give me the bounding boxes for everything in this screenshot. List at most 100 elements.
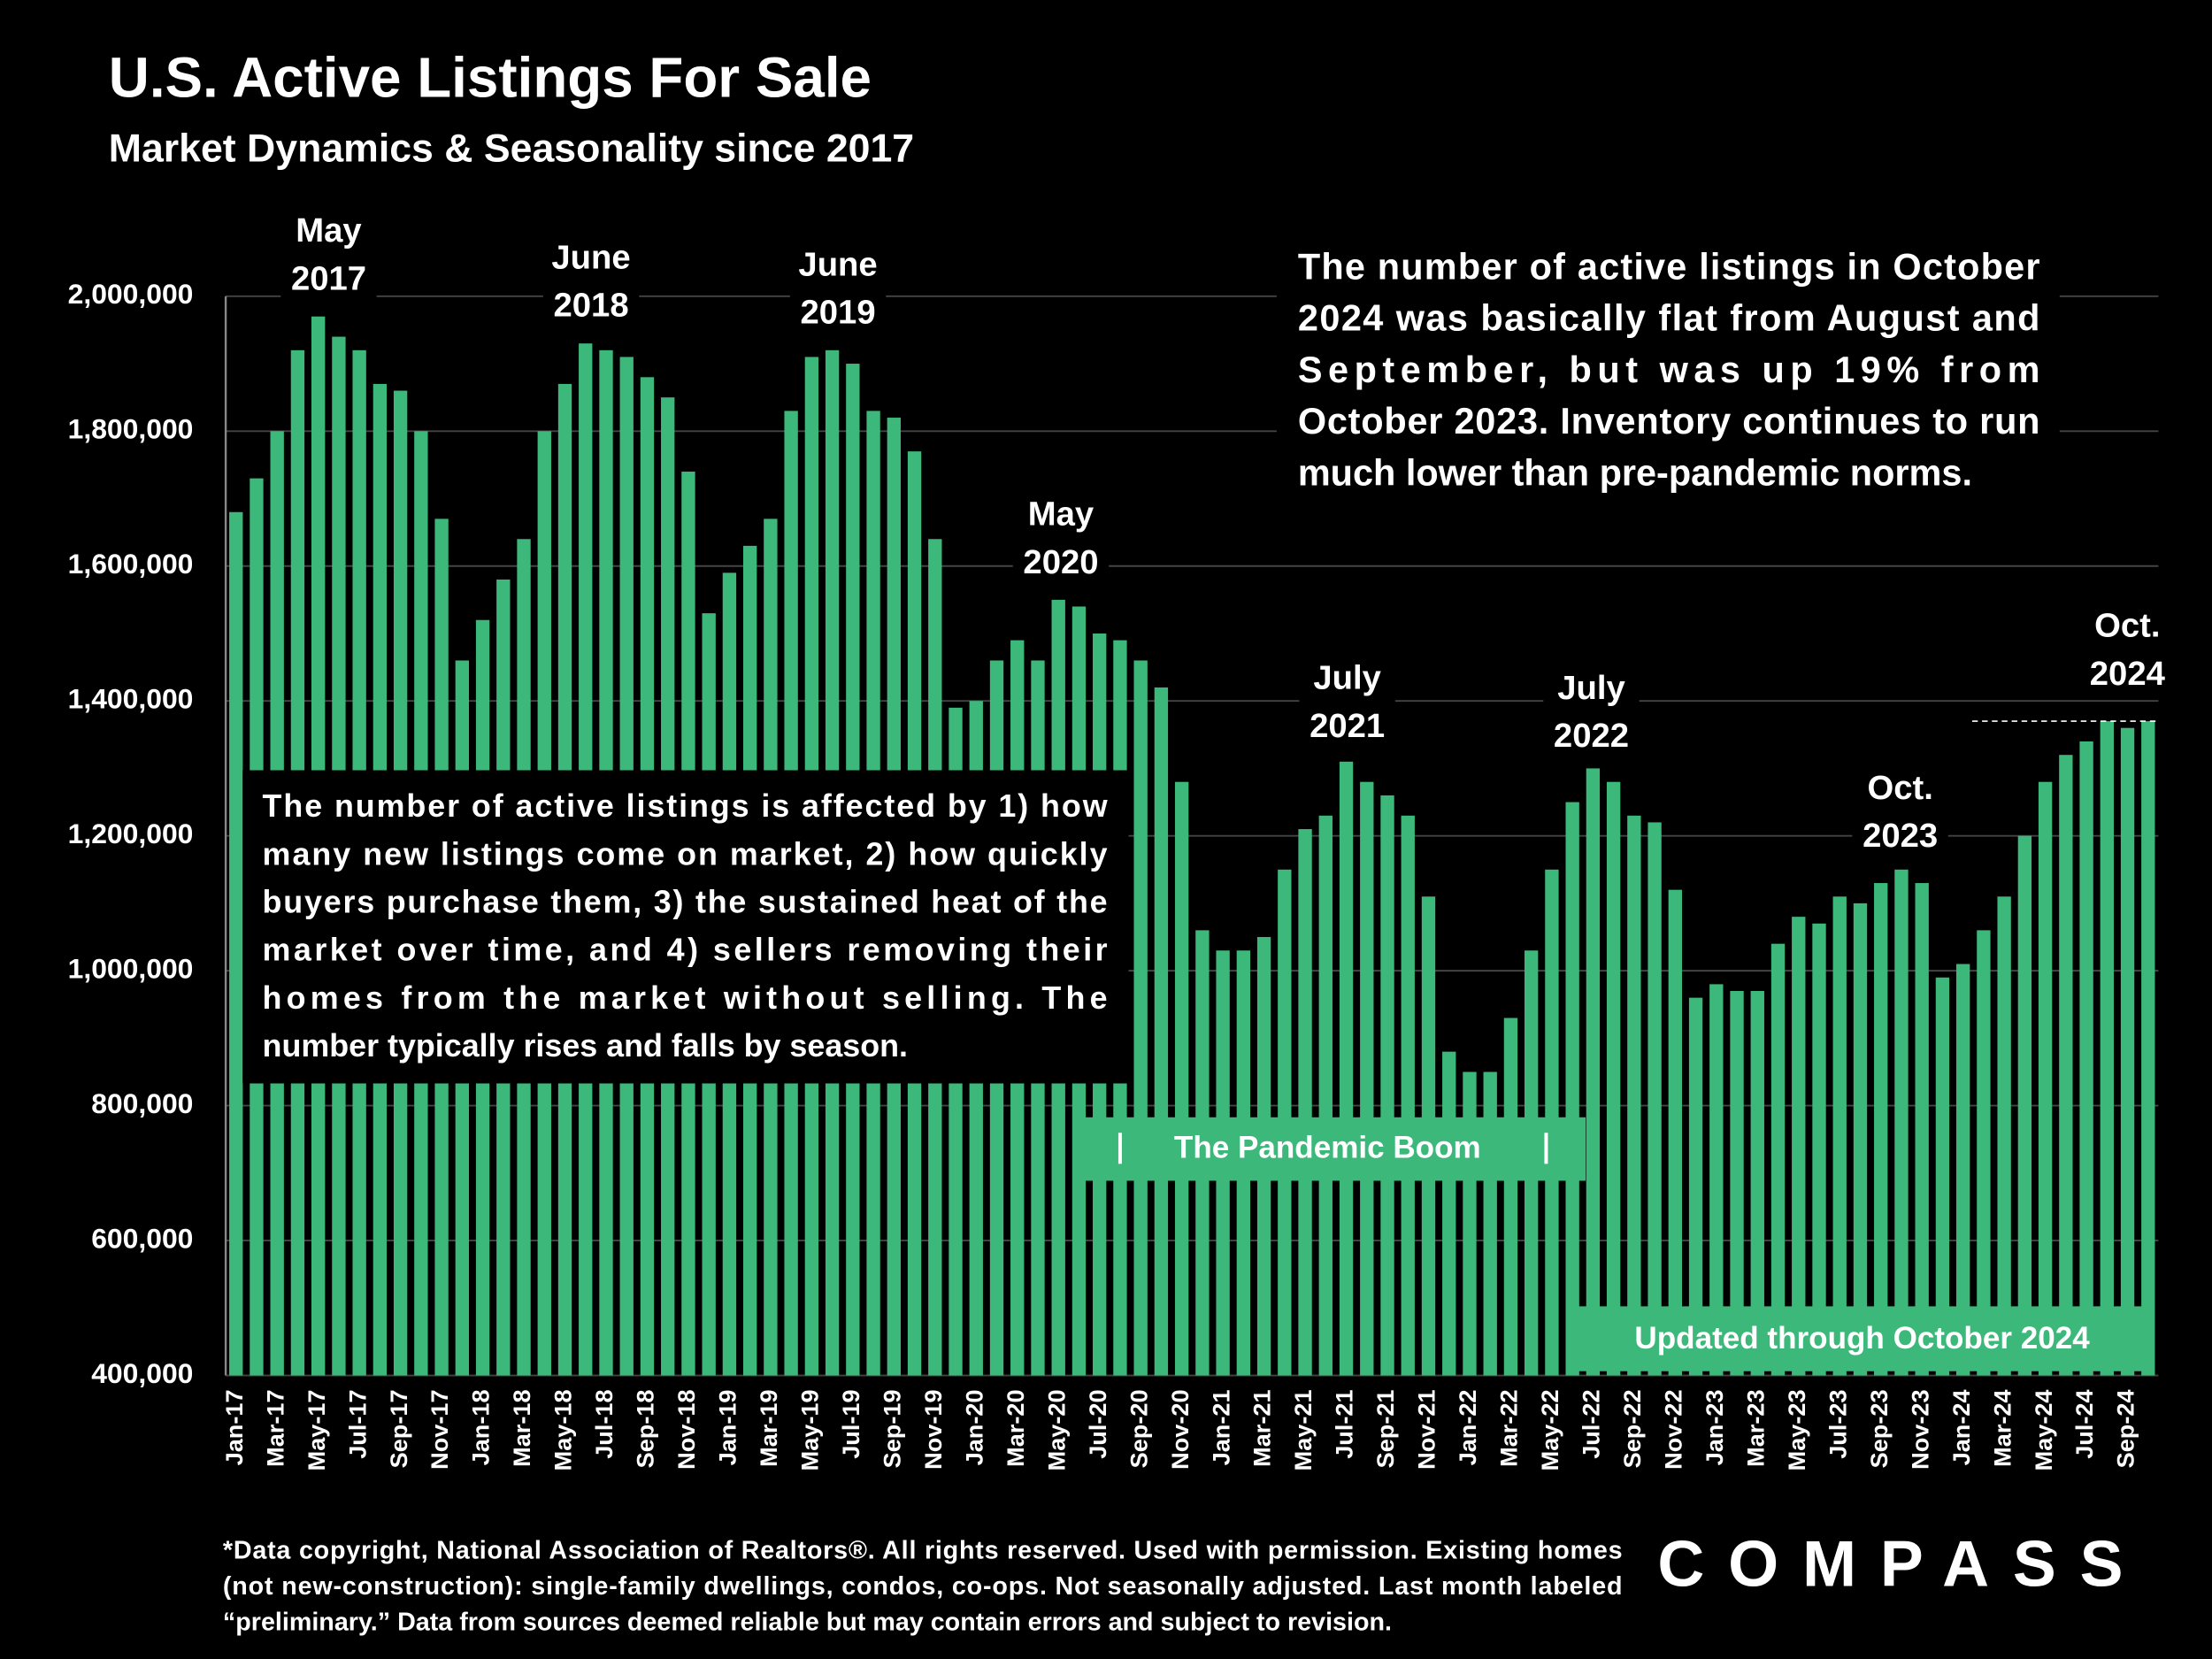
note-line: 2024 was basically flat from August and: [1298, 297, 2040, 339]
x-tick-label: Jan-17: [220, 1389, 248, 1465]
y-tick-label: 1,400,000: [68, 683, 194, 715]
bar: [1770, 943, 1786, 1376]
y-tick-label: 2,000,000: [68, 278, 194, 310]
x-tick-label: Nov-18: [672, 1389, 700, 1469]
bar: [1688, 997, 1703, 1376]
peak-label-bg: [1299, 656, 1395, 752]
x-tick-label: Jul-21: [1331, 1389, 1358, 1458]
peak-label: 2024: [2090, 655, 2166, 693]
bar: [1792, 917, 1806, 1376]
x-tick-label: Jan-21: [1207, 1389, 1234, 1465]
x-tick-label: Jan-19: [714, 1389, 741, 1465]
peak-label: June: [551, 238, 630, 276]
x-tick-label: Jul-19: [837, 1389, 864, 1458]
peak-label-bg: [1852, 765, 1948, 863]
bar: [2141, 721, 2155, 1376]
bar: [1935, 977, 1950, 1376]
footnote-line: (not new-construction): single-family dw…: [223, 1572, 1623, 1601]
x-tick-label: Sep-23: [1865, 1389, 1893, 1468]
bar: [1339, 761, 1354, 1376]
x-tick-label: Mar-21: [1248, 1389, 1276, 1466]
bar: [1586, 768, 1601, 1376]
updated-label: Updated through October 2024: [1634, 1321, 2090, 1356]
x-tick-label: Jan-18: [467, 1389, 495, 1465]
peak-label: 2019: [801, 294, 876, 332]
peak-label: 2023: [1863, 817, 1938, 855]
explainer-line: homes from the market without selling. T…: [263, 980, 1108, 1016]
peak-label-bg: [1012, 492, 1110, 588]
note-line: The number of active listings in October: [1298, 245, 2040, 287]
note-bg: [1276, 240, 2060, 508]
explainer-line: buyers purchase them, 3) the sustained h…: [263, 884, 1108, 919]
explainer-line: The number of active listings is affecte…: [263, 788, 1108, 824]
x-tick-label: Jan-23: [1701, 1389, 1728, 1465]
annotations: May 2017 June 2018 June 2019 May 2020 July 2021 Ju…: [223, 208, 2176, 1637]
x-tick-label: Mar-19: [755, 1389, 782, 1466]
bar: [229, 511, 243, 1376]
peak-label: May: [296, 211, 362, 250]
x-tick-label: Mar-17: [261, 1389, 288, 1466]
x-tick-label: Jan-20: [960, 1389, 987, 1465]
bar: [1668, 889, 1683, 1376]
x-tick-label: Jul-18: [590, 1389, 618, 1458]
bar: [2079, 741, 2093, 1376]
x-tick-label: Jul-23: [1824, 1389, 1851, 1458]
bar: [1812, 923, 1826, 1376]
peak-label: 2022: [1554, 717, 1629, 755]
bar: [2059, 755, 2073, 1376]
bar: [1997, 896, 2011, 1376]
bar: [1853, 902, 1868, 1376]
period-label: The Pandemic Boom: [1174, 1131, 1481, 1165]
x-tick-label: Nov-20: [1166, 1389, 1194, 1469]
peak-label-bg: [789, 242, 887, 339]
x-tick-label: Jul-24: [2070, 1389, 2098, 1458]
bar: [1442, 1051, 1456, 1376]
explainer-box: [242, 770, 1129, 1084]
x-tick-label: May-23: [1783, 1389, 1810, 1471]
y-tick-label: 800,000: [91, 1087, 193, 1119]
peak-label-bg: [2079, 603, 2176, 700]
x-tick-label: Sep-24: [2112, 1389, 2139, 1468]
peak-label: Oct.: [1867, 769, 1932, 807]
x-tick-label: Nov-23: [1906, 1389, 1933, 1469]
peak-label: July: [1557, 669, 1625, 707]
peak-label: Oct.: [2094, 607, 2160, 645]
bar: [1174, 781, 1189, 1376]
y-tick-label: 400,000: [91, 1357, 193, 1389]
note-line: September, but was up 19% from: [1298, 349, 2040, 390]
x-tick-label: May-20: [1042, 1389, 1070, 1471]
x-tick-label: Mar-20: [1002, 1389, 1029, 1466]
y-tick-label: 1,600,000: [68, 548, 194, 580]
bar: [2100, 721, 2114, 1376]
x-tick-label: Jul-20: [1084, 1389, 1111, 1458]
x-tick-label: Mar-23: [1741, 1389, 1769, 1466]
x-tick-label: Sep-18: [632, 1389, 659, 1468]
bar: [1894, 869, 1909, 1376]
x-tick-label: May-18: [549, 1389, 577, 1471]
chart-subtitle: Market Dynamics & Seasonality since 2017: [109, 127, 914, 170]
peak-label: 2021: [1310, 707, 1385, 745]
bar: [1915, 883, 1929, 1376]
peak-label-bg: [542, 235, 640, 332]
peak-label: July: [1313, 659, 1381, 697]
period-box: [1079, 1117, 1586, 1181]
x-tick-label: Nov-21: [1413, 1389, 1440, 1469]
bar: [1360, 781, 1374, 1376]
x-tick-label: Jan-22: [1454, 1389, 1481, 1465]
x-tick-label: Mar-24: [1988, 1389, 2016, 1466]
bar: [2120, 727, 2135, 1376]
x-tick-label: Mar-22: [1495, 1389, 1523, 1466]
bar: [2017, 835, 2032, 1376]
y-tick-label: 1,000,000: [68, 953, 194, 985]
x-tick-label: May-17: [303, 1389, 330, 1471]
x-tick-label: May-24: [2030, 1389, 2057, 1471]
bar: [1709, 984, 1724, 1376]
x-tick-label: May-22: [1536, 1389, 1563, 1471]
bar: [1955, 964, 1970, 1376]
peak-label-bg: [280, 208, 377, 305]
bar: [1401, 815, 1415, 1376]
bar: [1565, 802, 1579, 1376]
bar: [1133, 660, 1148, 1376]
peak-label: 2020: [1023, 543, 1098, 581]
